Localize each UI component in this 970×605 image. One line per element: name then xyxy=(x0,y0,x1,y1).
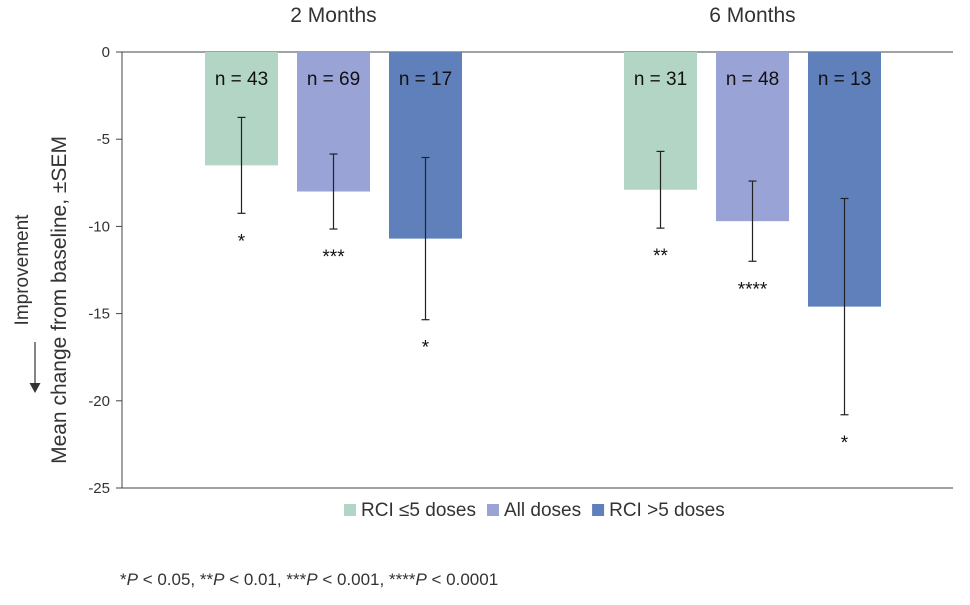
group-label: 6 Months xyxy=(709,4,795,27)
footnote-p4-symbol: P xyxy=(415,570,427,589)
significance-label: * xyxy=(422,338,430,359)
legend-label: All doses xyxy=(504,500,581,521)
footnote-p2-symbol: P xyxy=(213,570,225,589)
footnote-p3-symbol: P xyxy=(306,570,318,589)
footnote-p1-suffix: < 0.05, xyxy=(137,570,200,589)
y-tick-label: -20 xyxy=(88,393,110,410)
n-label: n = 13 xyxy=(818,69,871,90)
n-label: n = 17 xyxy=(399,69,452,90)
group-label: 2 Months xyxy=(290,4,376,27)
y-axis-label: Mean change from baseline, ±SEM xyxy=(48,136,71,464)
significance-label: * xyxy=(238,231,246,252)
y-axis-title-group: Mean change from baseline, ±SEM Improvem… xyxy=(12,136,71,464)
significance-footnote: *P < 0.05, **P < 0.01, ***P < 0.001, ***… xyxy=(120,570,498,590)
error-bars-layer xyxy=(237,116,849,416)
legend: RCI ≤5 doses All doses RCI >5 doses xyxy=(344,500,725,521)
legend-label: RCI >5 doses xyxy=(609,500,725,521)
n-label: n = 48 xyxy=(726,69,779,90)
n-label: n = 69 xyxy=(307,69,360,90)
footnote-p4-suffix: < 0.0001 xyxy=(426,570,499,589)
footnote-p1-prefix: * xyxy=(120,570,127,589)
bars-layer xyxy=(205,52,881,307)
y-tick-label: -10 xyxy=(88,218,110,235)
footnote-p4-prefix: **** xyxy=(388,570,416,589)
legend-swatch xyxy=(592,504,605,516)
improvement-arrow-head xyxy=(29,383,41,393)
n-label: n = 31 xyxy=(634,69,687,90)
footnote-p3-suffix: < 0.001, xyxy=(317,570,389,589)
footnote-p3-prefix: *** xyxy=(286,570,307,589)
improvement-label: Improvement xyxy=(12,214,33,326)
significance-label: *** xyxy=(322,247,345,268)
legend-swatch xyxy=(344,504,356,516)
significance-label: ** xyxy=(653,246,668,267)
y-tick-label: 0 xyxy=(102,44,110,61)
footnote-p2-prefix: ** xyxy=(199,570,214,589)
footnote-p2-suffix: < 0.01, xyxy=(224,570,287,589)
significance-label: * xyxy=(841,433,849,454)
y-tick-label: -5 xyxy=(97,131,110,148)
legend-swatch xyxy=(486,504,499,516)
y-tick-label: -15 xyxy=(88,306,110,323)
y-tick-label: -25 xyxy=(88,480,110,497)
footnote-p1-symbol: P xyxy=(126,570,138,589)
significance-label: **** xyxy=(738,279,768,300)
n-label: n = 43 xyxy=(215,69,268,90)
legend-label: RCI ≤5 doses xyxy=(361,500,476,521)
